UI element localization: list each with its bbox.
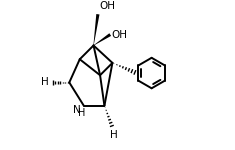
Text: H: H bbox=[78, 108, 85, 118]
Text: H: H bbox=[110, 130, 118, 140]
Text: H: H bbox=[41, 78, 49, 87]
Text: N: N bbox=[73, 105, 81, 115]
Polygon shape bbox=[94, 33, 111, 46]
Text: OH: OH bbox=[111, 30, 127, 40]
Polygon shape bbox=[93, 14, 99, 45]
Text: OH: OH bbox=[99, 1, 115, 11]
